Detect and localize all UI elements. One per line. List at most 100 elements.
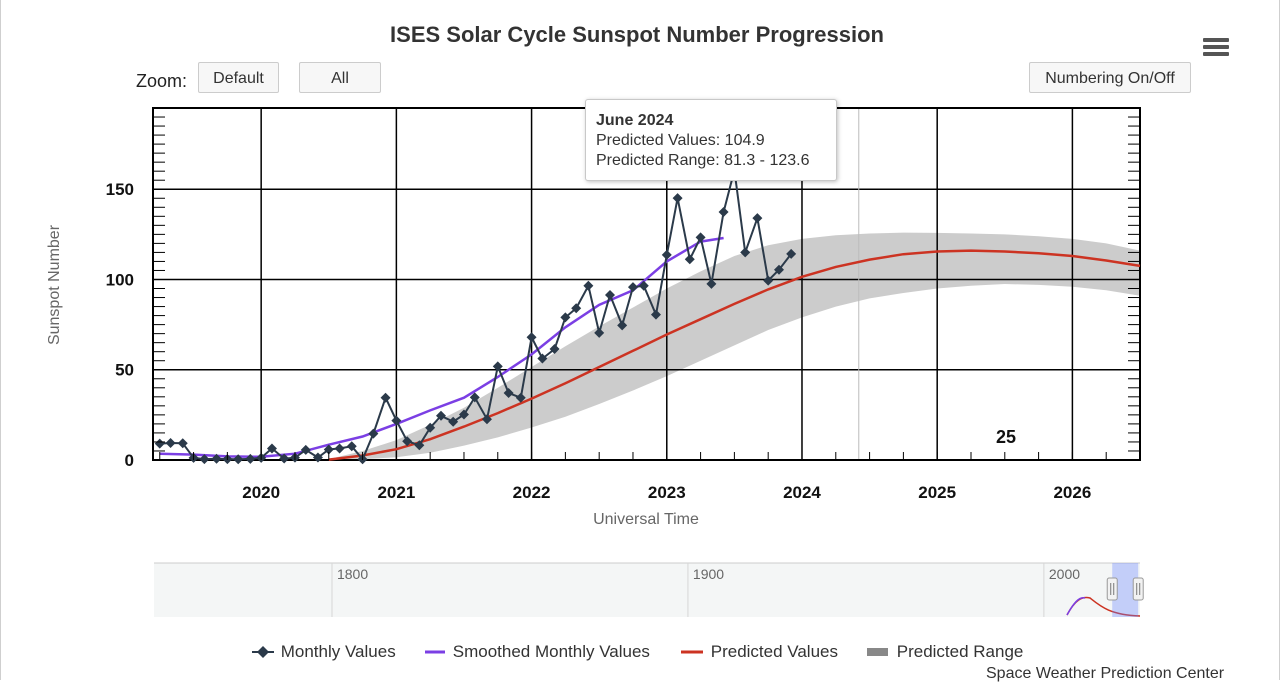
monthly-value-point[interactable] xyxy=(537,353,548,364)
monthly-value-point[interactable] xyxy=(492,361,503,372)
legend-smoothed-symbol xyxy=(425,650,445,654)
monthly-value-point[interactable] xyxy=(469,392,480,403)
navigator-label: 1900 xyxy=(693,566,724,582)
tooltip-month: June 2024 xyxy=(596,112,674,129)
monthly-value-point[interactable] xyxy=(638,280,649,291)
footer-credit: Space Weather Prediction Center xyxy=(986,665,1225,682)
monthly-value-point[interactable] xyxy=(312,452,323,463)
monthly-value-point[interactable] xyxy=(334,443,345,454)
navigator[interactable]: 1800 1900 2000 xyxy=(154,563,1144,617)
zoom-all-button[interactable]: All xyxy=(299,62,381,93)
legend-label-predicted: Predicted Values xyxy=(710,642,838,661)
monthly-value-point[interactable] xyxy=(560,312,571,323)
monthly-value-point[interactable] xyxy=(672,193,683,204)
predicted-values-line xyxy=(328,249,1141,461)
menu-bar xyxy=(1203,45,1229,49)
tooltip-values-line: Predicted Values: 104.9 xyxy=(596,132,765,149)
monthly-value-point[interactable] xyxy=(583,280,594,291)
monthly-value-point[interactable] xyxy=(279,453,290,464)
monthly-value-point[interactable] xyxy=(627,282,638,293)
legend-label-monthly: Monthly Values xyxy=(280,642,396,661)
x-tick-label: 2023 xyxy=(648,483,686,502)
monthly-value-point[interactable] xyxy=(245,453,256,464)
monthly-value-point[interactable] xyxy=(368,428,379,439)
x-tick-label: 2021 xyxy=(377,483,415,502)
legend-monthly-symbol xyxy=(252,646,274,658)
tooltip-range-line: Predicted Range: 81.3 - 123.6 xyxy=(596,152,810,169)
navigator-label: 1800 xyxy=(337,566,368,582)
x-tick-label: 2024 xyxy=(783,483,821,502)
legend-item-predicted[interactable]: Predicted Values xyxy=(680,640,838,664)
monthly-value-point[interactable] xyxy=(695,232,706,243)
x-tick-label: 2025 xyxy=(918,483,956,502)
monthly-value-point[interactable] xyxy=(650,309,661,320)
legend-item-smoothed[interactable]: Smoothed Monthly Values xyxy=(424,640,650,664)
monthly-value-point[interactable] xyxy=(211,453,222,464)
monthly-value-point[interactable] xyxy=(233,454,244,465)
monthly-value-point[interactable] xyxy=(177,438,188,449)
navigator-left-handle[interactable] xyxy=(1106,577,1118,601)
monthly-value-point[interactable] xyxy=(435,410,446,421)
x-tick-label: 2022 xyxy=(513,483,551,502)
monthly-value-point[interactable] xyxy=(414,440,425,451)
monthly-value-point[interactable] xyxy=(763,275,774,286)
chart-title: ISES Solar Cycle Sunspot Number Progress… xyxy=(390,22,884,47)
legend-predicted-symbol xyxy=(681,650,703,654)
menu-bar xyxy=(1203,38,1229,42)
y-tick-label: 100 xyxy=(106,270,134,289)
navigator-smoothed-line xyxy=(1066,596,1086,616)
navigator-background xyxy=(154,563,1140,617)
legend-item-monthly[interactable]: Monthly Values xyxy=(250,640,396,664)
monthly-value-point[interactable] xyxy=(526,332,537,343)
monthly-value-point[interactable] xyxy=(425,422,436,433)
zoom-label: Zoom: xyxy=(136,71,188,91)
monthly-value-point[interactable] xyxy=(199,454,210,465)
monthly-value-point[interactable] xyxy=(300,444,311,455)
legend-label-range: Predicted Range xyxy=(896,642,1024,661)
monthly-value-point[interactable] xyxy=(684,254,695,265)
monthly-value-point[interactable] xyxy=(503,388,514,399)
x-tick-label: 2020 xyxy=(242,483,280,502)
menu-bar xyxy=(1203,52,1229,56)
monthly-value-point[interactable] xyxy=(165,438,176,449)
legend-label-smoothed: Smoothed Monthly Values xyxy=(452,642,650,661)
monthly-value-point[interactable] xyxy=(661,249,672,260)
y-tick-label: 50 xyxy=(115,361,134,380)
numbering-toggle-button[interactable]: Numbering On/Off xyxy=(1029,62,1191,93)
y-axis-title: Sunspot Number xyxy=(46,224,63,345)
x-axis-title: Universal Time xyxy=(593,511,699,528)
monthly-value-point[interactable] xyxy=(448,416,459,427)
monthly-value-point[interactable] xyxy=(402,436,413,447)
legend-item-range[interactable]: Predicted Range xyxy=(866,640,1023,664)
hamburger-menu-icon[interactable] xyxy=(1203,38,1229,58)
monthly-value-point[interactable] xyxy=(154,438,165,449)
monthly-value-point[interactable] xyxy=(571,303,582,314)
navigator-right-handle[interactable] xyxy=(1132,577,1144,601)
monthly-value-point[interactable] xyxy=(266,443,277,454)
monthly-value-point[interactable] xyxy=(549,343,560,354)
zoom-default-button[interactable]: Default xyxy=(198,62,279,93)
monthly-value-point[interactable] xyxy=(594,327,605,338)
y-tick-label: 0 xyxy=(125,451,134,470)
legend-range-symbol xyxy=(867,648,888,656)
legend: Monthly Values Smoothed Monthly Values P… xyxy=(0,640,1280,664)
monthly-value-point[interactable] xyxy=(323,444,334,455)
tooltip: June 2024 Predicted Values: 104.9 Predic… xyxy=(585,99,837,181)
monthly-value-point[interactable] xyxy=(346,441,357,452)
monthly-value-point[interactable] xyxy=(740,247,751,258)
monthly-value-point[interactable] xyxy=(786,248,797,259)
monthly-value-point[interactable] xyxy=(458,409,469,420)
x-tick-label: 2026 xyxy=(1053,483,1091,502)
monthly-value-point[interactable] xyxy=(617,320,628,331)
cycle-number-label: 25 xyxy=(996,427,1016,447)
monthly-value-point[interactable] xyxy=(706,278,717,289)
monthly-value-point[interactable] xyxy=(718,206,729,217)
monthly-value-point[interactable] xyxy=(604,290,615,301)
monthly-value-point[interactable] xyxy=(752,213,763,224)
monthly-value-point[interactable] xyxy=(380,392,391,403)
monthly-value-point[interactable] xyxy=(391,415,402,426)
monthly-value-point[interactable] xyxy=(515,392,526,403)
monthly-value-point[interactable] xyxy=(774,264,785,275)
monthly-value-point[interactable] xyxy=(481,414,492,425)
